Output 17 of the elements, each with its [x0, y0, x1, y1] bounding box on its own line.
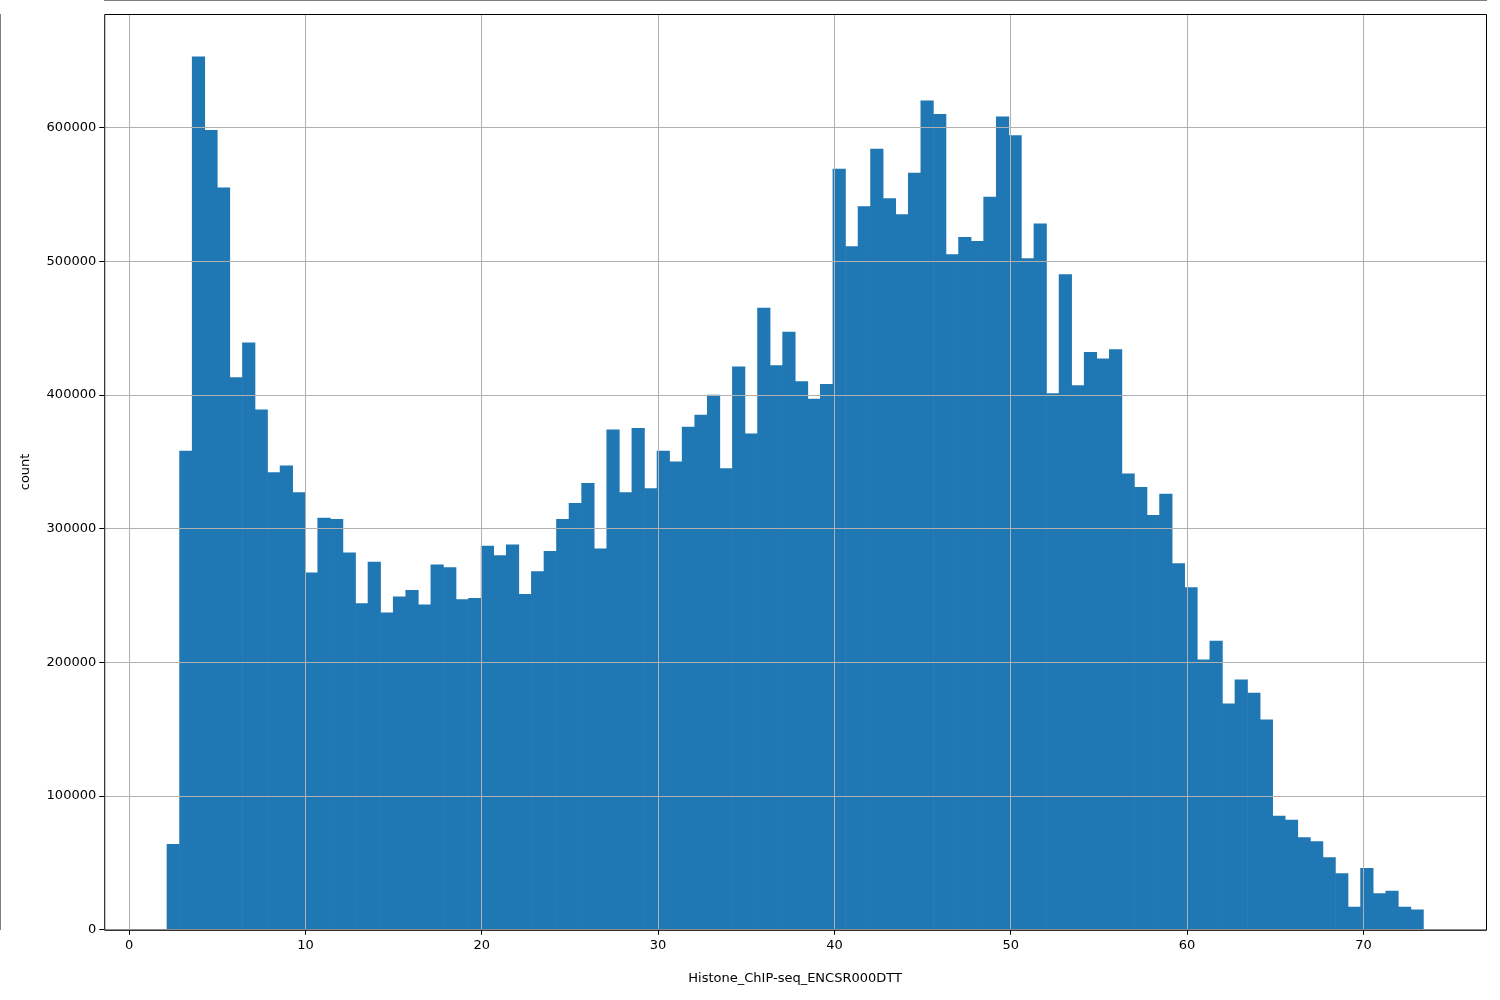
y-tick-label: 200000 [46, 653, 97, 669]
y-tick-label: 100000 [46, 787, 97, 803]
y-tick-label: 600000 [46, 119, 97, 135]
x-axis-title: Histone_ChIP-seq_ENCSR000DTT [688, 969, 902, 985]
x-tick-label: 30 [649, 936, 667, 952]
y-tick-label: 300000 [46, 520, 97, 536]
y-axis-title: count [17, 453, 33, 491]
x-tick-label: 10 [297, 936, 314, 952]
x-tick-label: 0 [124, 936, 134, 952]
x-tick-label: 70 [1355, 936, 1372, 952]
y-tick-label: 500000 [46, 252, 97, 268]
x-tick-label: 60 [1178, 936, 1196, 952]
x-tick-label: 40 [826, 936, 843, 952]
y-tick-label: 400000 [46, 386, 97, 402]
y-tick-label: 0 [87, 921, 97, 937]
x-tick-label: 20 [473, 936, 491, 952]
x-tick-label: 50 [1002, 936, 1020, 952]
